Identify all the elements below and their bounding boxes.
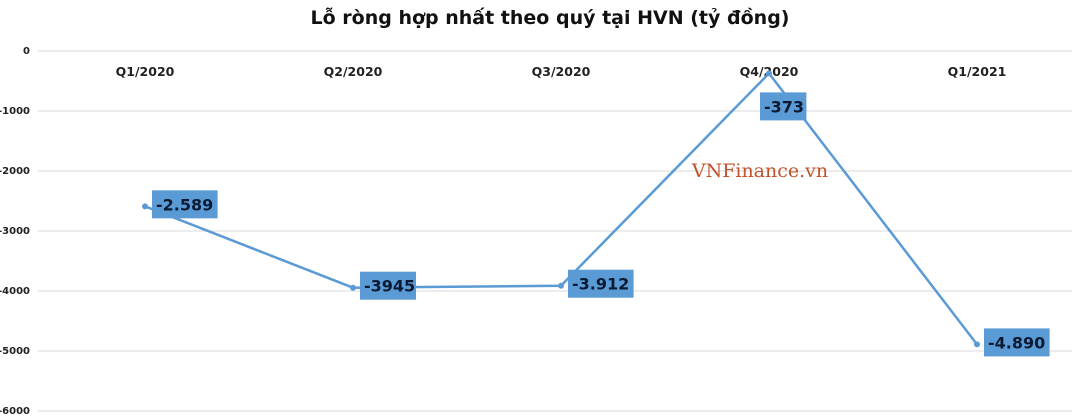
data-label: -3945 xyxy=(364,277,415,296)
watermark: VNFinance.vn xyxy=(691,160,828,182)
data-point xyxy=(558,282,564,289)
y-tick-label: -4000 xyxy=(0,286,30,297)
data-label-box xyxy=(360,271,416,300)
data-label-box xyxy=(984,328,1050,357)
y-tick-label: -2000 xyxy=(0,166,30,177)
y-tick-label: 0 xyxy=(23,46,30,57)
chart-title: Lỗ ròng hợp nhất theo quý tại HVN (tỷ đồ… xyxy=(311,5,790,29)
data-label-box xyxy=(760,92,807,121)
data-point xyxy=(142,203,148,210)
data-point xyxy=(974,341,980,348)
y-tick-label: -5000 xyxy=(0,346,30,357)
x-tick-label: Q1/2021 xyxy=(948,64,1007,79)
data-label-box xyxy=(568,269,634,298)
y-tick-label: -3000 xyxy=(0,226,30,237)
y-tick-label: -6000 xyxy=(0,406,30,417)
data-point xyxy=(350,284,356,291)
data-label: -2.589 xyxy=(156,195,213,214)
x-tick-label: Q2/2020 xyxy=(324,64,383,79)
series-line xyxy=(144,71,978,346)
y-tick-label: -1000 xyxy=(0,106,30,117)
data-point xyxy=(766,70,772,77)
data-label: -373 xyxy=(764,97,804,116)
data-label-box xyxy=(152,190,218,219)
x-tick-label: Q3/2020 xyxy=(532,64,591,79)
data-label: -3.912 xyxy=(572,275,629,294)
x-tick-label: Q1/2020 xyxy=(116,64,175,79)
data-label: -4.890 xyxy=(988,333,1045,352)
